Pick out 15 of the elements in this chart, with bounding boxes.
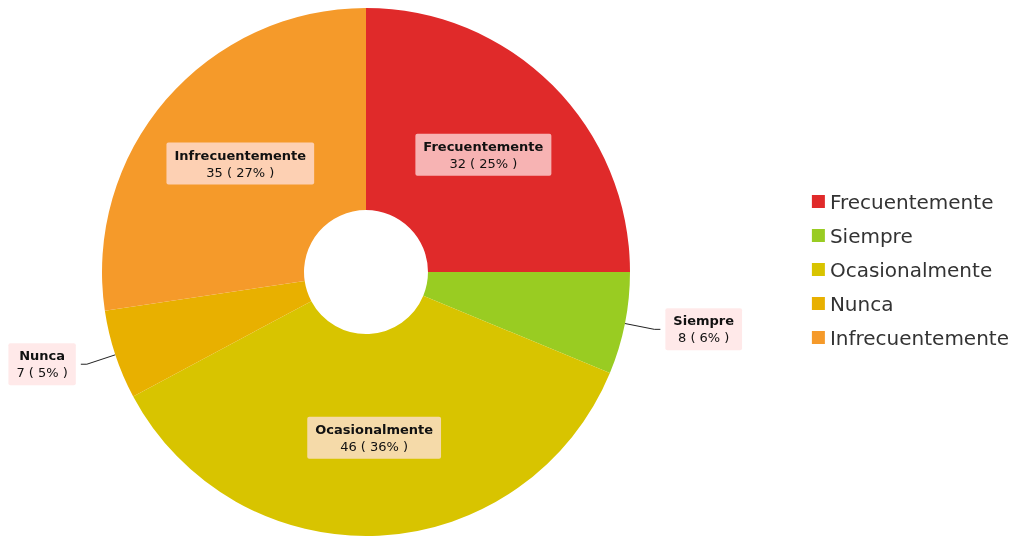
data-label: 32 ( 25% ) (449, 155, 518, 171)
legend-label: Infrecuentemente (829, 325, 1010, 350)
legend-label: Ocasionalmente (829, 257, 993, 282)
slice-label: Infrecuentemente (174, 147, 307, 163)
data-label: 7 ( 5% ) (16, 365, 68, 381)
slice-label: Frecuentemente (423, 138, 544, 154)
data-label: 46 ( 36% ) (340, 438, 409, 454)
slice-label: Siempre (673, 313, 735, 329)
slice-label: Nunca (19, 348, 66, 364)
slice-label: Ocasionalmente (315, 421, 434, 437)
legend-label: Siempre (829, 223, 913, 248)
legend-label: Frecuentemente (829, 189, 994, 214)
data-label: 35 ( 27% ) (206, 164, 275, 180)
data-label: 8 ( 6% ) (677, 330, 730, 346)
legend-label: Nunca (829, 291, 894, 316)
